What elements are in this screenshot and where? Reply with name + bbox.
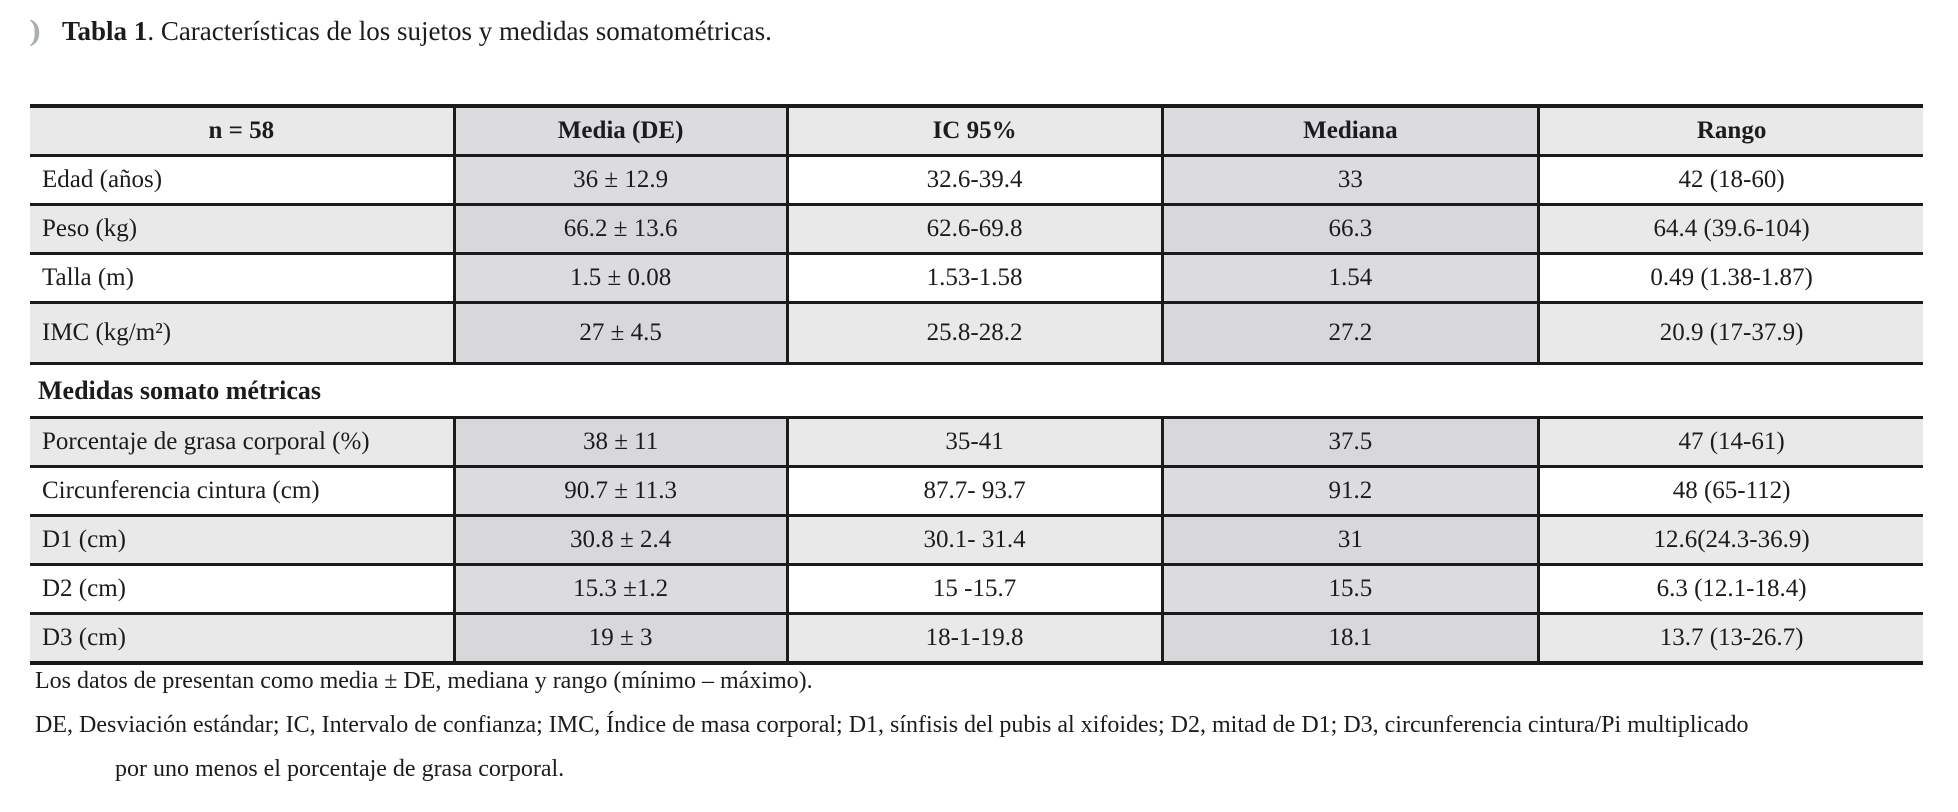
- cell-ic95: 62.6-69.8: [785, 204, 1162, 255]
- cell-mediana: 33: [1160, 155, 1539, 206]
- table-caption: ) Tabla 1. Características de los sujeto…: [29, 14, 772, 48]
- cell-ic95: 30.1- 31.4: [785, 515, 1162, 566]
- footnote-line: Los datos de presentan como media ± DE, …: [35, 668, 813, 694]
- cell-media: 90.7 ± 11.3: [452, 466, 788, 517]
- header-rango: Rango: [1537, 106, 1923, 157]
- cell-media: 19 ± 3: [452, 613, 788, 665]
- table-row-cintura: Circunferencia cintura (cm) 90.7 ± 11.3 …: [30, 466, 1923, 517]
- header-n: n = 58: [30, 106, 455, 157]
- table-row-peso: Peso (kg) 66.2 ± 13.6 62.6-69.8 66.3 64.…: [30, 204, 1923, 255]
- cell-rango: 20.9 (17-37.9): [1537, 302, 1923, 365]
- cell-ic95: 25.8-28.2: [785, 302, 1162, 365]
- row-label: D1 (cm): [30, 515, 455, 566]
- cell-mediana: 31: [1160, 515, 1539, 566]
- row-label: Edad (años): [30, 155, 455, 206]
- cell-ic95: 32.6-39.4: [785, 155, 1162, 206]
- cell-rango: 13.7 (13-26.7): [1537, 613, 1923, 665]
- cell-rango: 64.4 (39.6-104): [1537, 204, 1923, 255]
- cell-ic95: 35-41: [785, 417, 1162, 468]
- cell-mediana: 27.2: [1160, 302, 1539, 365]
- table-header-row: n = 58 Media (DE) IC 95% Mediana Rango: [30, 106, 1923, 157]
- header-mediana: Mediana: [1160, 106, 1539, 157]
- table-row-grasa: Porcentaje de grasa corporal (%) 38 ± 11…: [30, 417, 1923, 468]
- cell-media: 27 ± 4.5: [452, 302, 788, 365]
- table-row-d1: D1 (cm) 30.8 ± 2.4 30.1- 31.4 31 12.6(24…: [30, 515, 1923, 566]
- row-label: D2 (cm): [30, 564, 455, 615]
- cell-mediana: 18.1: [1160, 613, 1539, 665]
- table-row-imc: IMC (kg/m²) 27 ± 4.5 25.8-28.2 27.2 20.9…: [30, 302, 1923, 365]
- cell-ic95: 1.53-1.58: [785, 253, 1162, 304]
- cell-media: 66.2 ± 13.6: [452, 204, 788, 255]
- footnote-line: por uno menos el porcentaje de grasa cor…: [115, 756, 565, 782]
- table-row-edad: Edad (años) 36 ± 12.9 32.6-39.4 33 42 (1…: [30, 155, 1923, 206]
- cell-rango: 48 (65-112): [1537, 466, 1923, 517]
- cell-rango: 12.6(24.3-36.9): [1537, 515, 1923, 566]
- cell-media: 30.8 ± 2.4: [452, 515, 788, 566]
- table-row-talla: Talla (m) 1.5 ± 0.08 1.53-1.58 1.54 0.49…: [30, 253, 1923, 304]
- cell-rango: 42 (18-60): [1537, 155, 1923, 206]
- cell-ic95: 87.7- 93.7: [785, 466, 1162, 517]
- row-label: Talla (m): [30, 253, 455, 304]
- cell-ic95: 18-1-19.8: [785, 613, 1162, 665]
- caption-label: Tabla 1: [62, 16, 148, 46]
- cell-mediana: 1.54: [1160, 253, 1539, 304]
- cell-ic95: 15 -15.7: [785, 564, 1162, 615]
- header-media: Media (DE): [452, 106, 788, 157]
- row-label: D3 (cm): [30, 613, 455, 665]
- row-label: Peso (kg): [30, 204, 455, 255]
- table-row-d3: D3 (cm) 19 ± 3 18-1-19.8 18.1 13.7 (13-2…: [30, 613, 1923, 665]
- header-ic95: IC 95%: [785, 106, 1162, 157]
- cell-mediana: 37.5: [1160, 417, 1539, 468]
- cell-rango: 6.3 (12.1-18.4): [1537, 564, 1923, 615]
- row-label: IMC (kg/m²): [30, 302, 455, 365]
- cell-rango: 47 (14-61): [1537, 417, 1923, 468]
- cell-mediana: 15.5: [1160, 564, 1539, 615]
- cell-media: 15.3 ±1.2: [452, 564, 788, 615]
- table-section-row: Medidas somato métricas: [30, 363, 1923, 419]
- cell-mediana: 66.3: [1160, 204, 1539, 255]
- somatometric-table: n = 58 Media (DE) IC 95% Mediana Rango E…: [30, 104, 1923, 665]
- caption-bullet-icon: ): [29, 14, 41, 47]
- cell-media: 36 ± 12.9: [452, 155, 788, 206]
- caption-text: . Características de los sujetos y medid…: [147, 16, 772, 46]
- section-header: Medidas somato métricas: [30, 363, 1923, 419]
- cell-rango: 0.49 (1.38-1.87): [1537, 253, 1923, 304]
- cell-media: 1.5 ± 0.08: [452, 253, 788, 304]
- table-row-d2: D2 (cm) 15.3 ±1.2 15 -15.7 15.5 6.3 (12.…: [30, 564, 1923, 615]
- cell-mediana: 91.2: [1160, 466, 1539, 517]
- cell-media: 38 ± 11: [452, 417, 788, 468]
- footnote-line: DE, Desviación estándar; IC, Intervalo d…: [35, 712, 1749, 738]
- row-label: Circunferencia cintura (cm): [30, 466, 455, 517]
- table-footnotes: Los datos de presentan como media ± DE, …: [35, 666, 1935, 798]
- row-label: Porcentaje de grasa corporal (%): [30, 417, 455, 468]
